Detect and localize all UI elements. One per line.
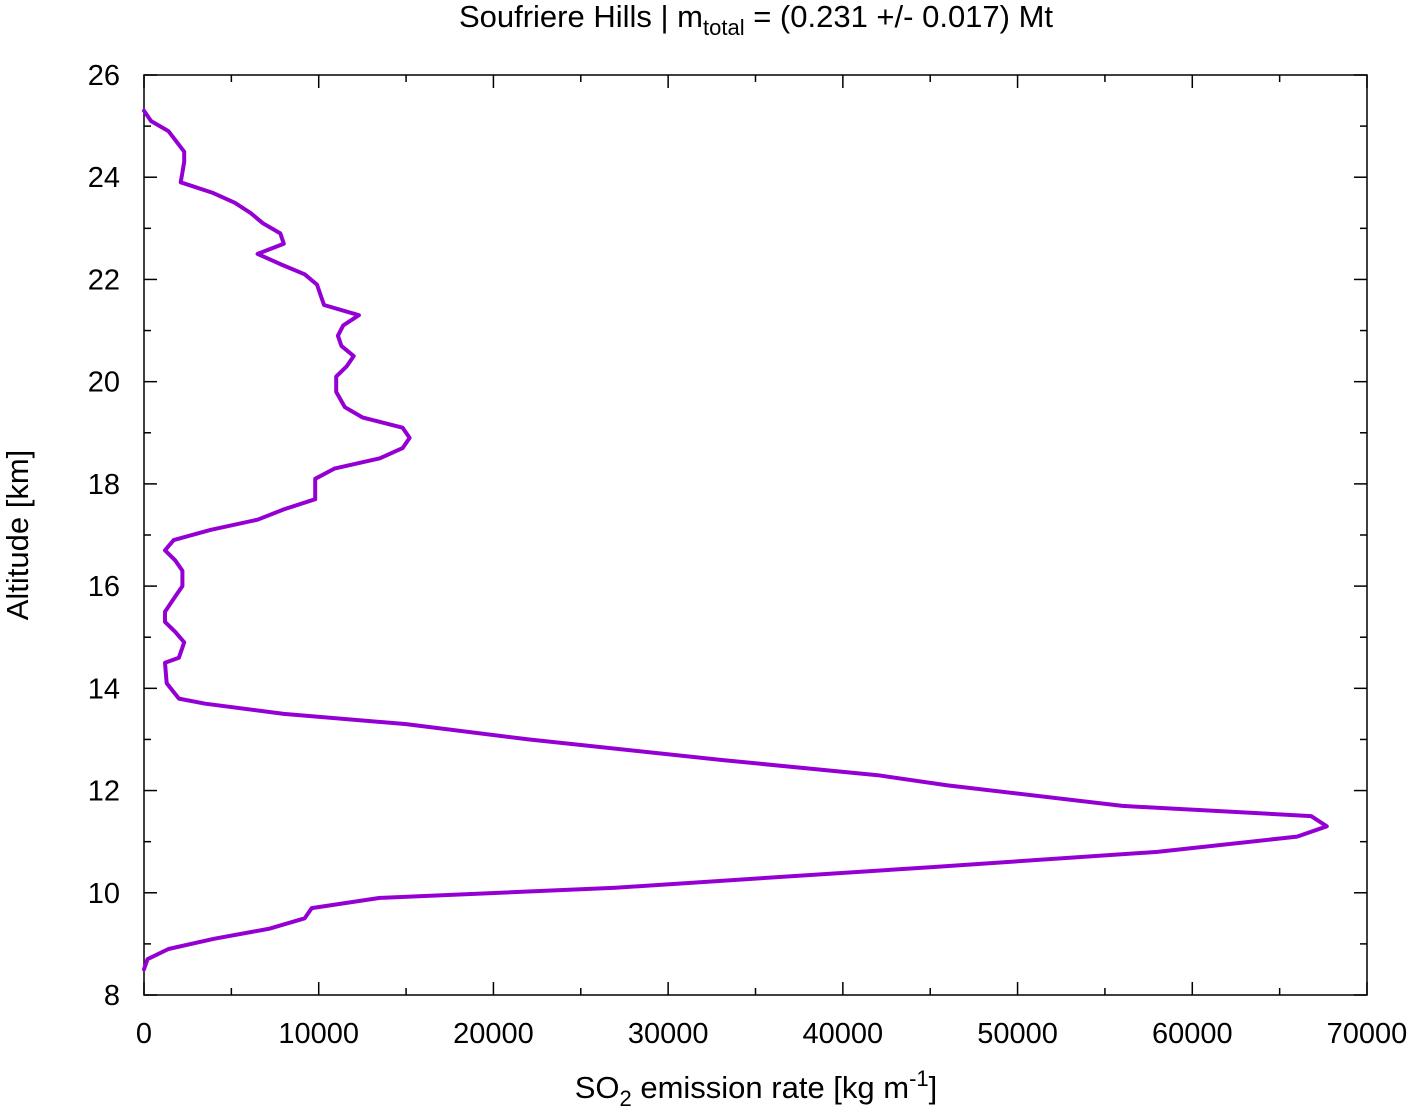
axis-ticks bbox=[143, 74, 1368, 996]
tick-labels: 0 10000 20000 30000 40000 50000 60000 70000 8 10 1… bbox=[88, 60, 1408, 1050]
chart-title: Soufriere Hills | mtotal = (0.231 +/- 0.… bbox=[459, 0, 1053, 40]
x-tick-label: 10000 bbox=[278, 1018, 359, 1050]
x-tick-label: 70000 bbox=[1327, 1018, 1408, 1050]
x-tick-label: 20000 bbox=[453, 1018, 534, 1050]
y-tick-label: 26 bbox=[88, 60, 120, 92]
x-axis-title-subscript: 2 bbox=[619, 1086, 631, 1111]
so2-emission-profile-line bbox=[142, 108, 1329, 972]
y-tick-label: 16 bbox=[88, 571, 120, 603]
y-tick-label: 8 bbox=[104, 980, 120, 1012]
chart-title-subscript: total bbox=[703, 15, 745, 40]
y-tick-label: 22 bbox=[88, 264, 120, 296]
x-tick-label: 50000 bbox=[977, 1018, 1058, 1050]
y-tick-label: 24 bbox=[88, 162, 120, 194]
x-axis-title-a: SO bbox=[575, 1070, 620, 1105]
y-axis-title: Altitude [km] bbox=[0, 450, 35, 621]
x-tick-label: 0 bbox=[136, 1018, 152, 1050]
x-axis-title-b: emission rate [kg m bbox=[632, 1070, 909, 1105]
chart-title-prefix: Soufriere Hills | m bbox=[459, 0, 703, 34]
y-tick-label: 12 bbox=[88, 776, 120, 808]
y-tick-label: 18 bbox=[88, 469, 120, 501]
chart-title-suffix: = (0.231 +/- 0.017) Mt bbox=[745, 0, 1054, 34]
x-axis-title-c: ] bbox=[929, 1070, 938, 1105]
x-tick-label: 60000 bbox=[1152, 1018, 1233, 1050]
x-tick-label: 30000 bbox=[628, 1018, 709, 1050]
x-axis-title: SO2 emission rate [kg m-1] bbox=[575, 1066, 938, 1111]
x-tick-label: 40000 bbox=[803, 1018, 884, 1050]
y-tick-label: 20 bbox=[88, 367, 120, 399]
y-tick-label: 10 bbox=[88, 878, 120, 910]
plot-frame bbox=[143, 74, 1368, 996]
y-tick-label: 14 bbox=[88, 673, 120, 705]
x-axis-title-superscript: -1 bbox=[909, 1066, 929, 1091]
